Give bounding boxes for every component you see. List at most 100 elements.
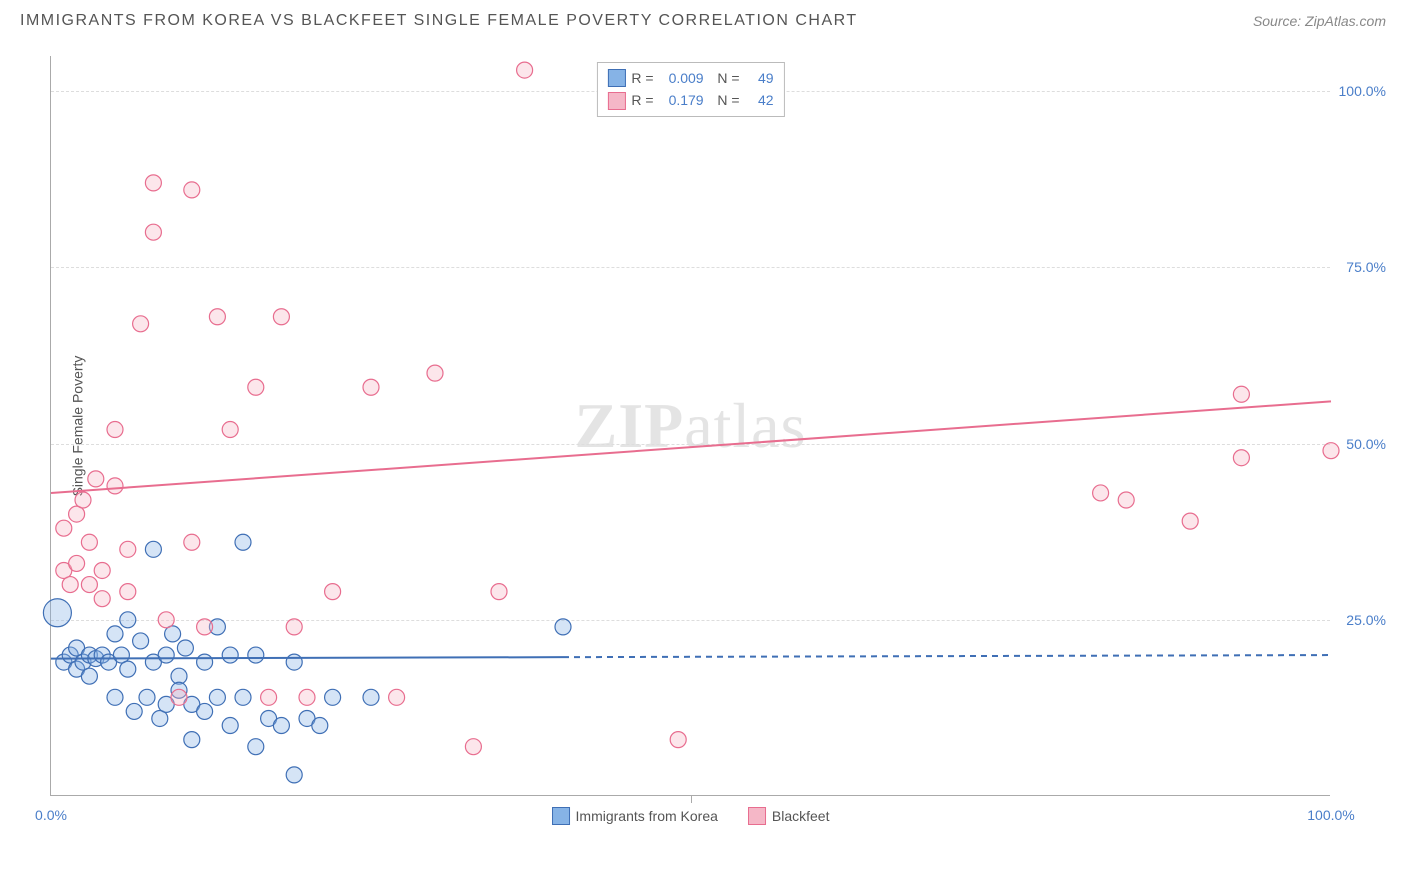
scatter-point (107, 689, 123, 705)
scatter-point (158, 612, 174, 628)
legend-swatch (607, 69, 625, 87)
scatter-point (465, 739, 481, 755)
scatter-point (94, 562, 110, 578)
trend-line-dashed (563, 655, 1331, 657)
scatter-point (139, 689, 155, 705)
scatter-point (120, 612, 136, 628)
scatter-point (248, 647, 264, 663)
legend-r-value: 0.009 (660, 67, 704, 89)
scatter-svg (51, 56, 1330, 795)
scatter-point (75, 492, 91, 508)
scatter-point (62, 577, 78, 593)
legend-r-label: R = (631, 67, 653, 89)
scatter-point (1233, 450, 1249, 466)
scatter-point (197, 703, 213, 719)
scatter-point (273, 718, 289, 734)
title-bar: IMMIGRANTS FROM KOREA VS BLACKFEET SINGL… (0, 0, 1406, 38)
scatter-point (81, 534, 97, 550)
scatter-point (299, 689, 315, 705)
legend-label: Blackfeet (772, 808, 830, 824)
scatter-point (670, 732, 686, 748)
scatter-point (286, 767, 302, 783)
scatter-point (94, 591, 110, 607)
scatter-point (145, 224, 161, 240)
scatter-point (107, 478, 123, 494)
scatter-point (261, 689, 277, 705)
scatter-point (133, 316, 149, 332)
scatter-point (1233, 386, 1249, 402)
scatter-point (517, 62, 533, 78)
scatter-point (145, 175, 161, 191)
scatter-point (209, 309, 225, 325)
scatter-point (235, 534, 251, 550)
scatter-point (197, 654, 213, 670)
legend-bottom: Immigrants from Korea Blackfeet (552, 807, 830, 825)
legend-r-value: 0.179 (660, 89, 704, 111)
scatter-point (491, 584, 507, 600)
scatter-point (184, 534, 200, 550)
y-tick-label: 100.0% (1339, 83, 1386, 99)
scatter-point (273, 309, 289, 325)
scatter-point (88, 471, 104, 487)
scatter-point (120, 584, 136, 600)
scatter-point (107, 626, 123, 642)
scatter-point (120, 661, 136, 677)
y-tick-label: 50.0% (1346, 436, 1386, 452)
scatter-point (184, 182, 200, 198)
y-tick-label: 25.0% (1346, 612, 1386, 628)
x-tick (691, 795, 692, 803)
scatter-point (248, 379, 264, 395)
scatter-point (81, 577, 97, 593)
scatter-point (107, 422, 123, 438)
legend-top: R = 0.009 N = 49 R = 0.179 N = 42 (596, 62, 784, 117)
scatter-point (363, 689, 379, 705)
scatter-point (1093, 485, 1109, 501)
scatter-point (1118, 492, 1134, 508)
scatter-point (427, 365, 443, 381)
legend-n-value: 42 (746, 89, 774, 111)
scatter-point (1323, 443, 1339, 459)
scatter-point (222, 422, 238, 438)
source-attribution: Source: ZipAtlas.com (1253, 13, 1386, 29)
scatter-point (325, 689, 341, 705)
legend-swatch (748, 807, 766, 825)
legend-bottom-item: Immigrants from Korea (552, 807, 718, 825)
legend-top-row: R = 0.009 N = 49 (607, 67, 773, 89)
scatter-point (325, 584, 341, 600)
scatter-point (81, 668, 97, 684)
scatter-point (43, 599, 71, 627)
scatter-point (69, 555, 85, 571)
scatter-point (389, 689, 405, 705)
x-tick-label: 100.0% (1307, 807, 1354, 823)
legend-swatch (552, 807, 570, 825)
scatter-point (145, 541, 161, 557)
scatter-point (312, 718, 328, 734)
scatter-point (286, 654, 302, 670)
scatter-point (184, 732, 200, 748)
scatter-point (133, 633, 149, 649)
legend-r-label: R = (631, 89, 653, 111)
scatter-point (235, 689, 251, 705)
scatter-point (56, 520, 72, 536)
legend-label: Immigrants from Korea (576, 808, 718, 824)
y-tick-label: 75.0% (1346, 259, 1386, 275)
scatter-point (209, 689, 225, 705)
legend-n-label: N = (710, 89, 740, 111)
legend-n-value: 49 (746, 67, 774, 89)
scatter-point (222, 718, 238, 734)
scatter-point (126, 703, 142, 719)
legend-bottom-item: Blackfeet (748, 807, 830, 825)
chart-container: Single Female Poverty ZIPatlas 25.0%50.0… (50, 56, 1386, 836)
legend-swatch (607, 92, 625, 110)
legend-top-row: R = 0.179 N = 42 (607, 89, 773, 111)
scatter-point (158, 647, 174, 663)
scatter-point (171, 689, 187, 705)
scatter-point (248, 739, 264, 755)
scatter-point (197, 619, 213, 635)
legend-n-label: N = (710, 67, 740, 89)
scatter-point (286, 619, 302, 635)
trend-line (51, 657, 563, 658)
scatter-point (177, 640, 193, 656)
scatter-point (555, 619, 571, 635)
plot-area: Single Female Poverty ZIPatlas 25.0%50.0… (50, 56, 1330, 796)
